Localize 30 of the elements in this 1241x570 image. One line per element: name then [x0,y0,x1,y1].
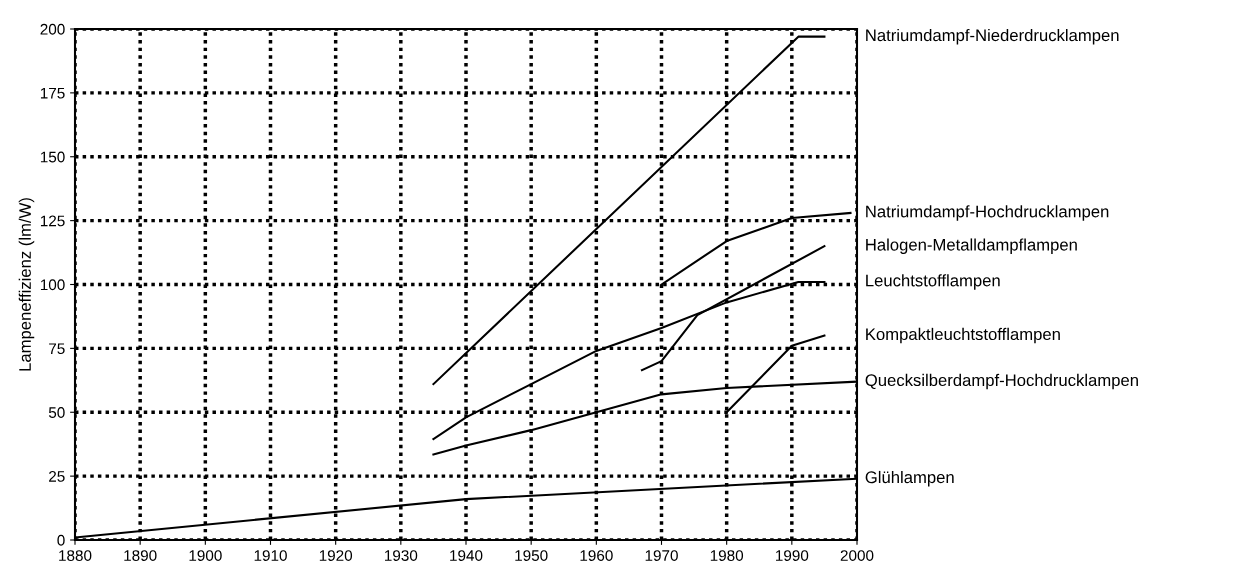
x-tick-label: 1890 [124,550,157,561]
y-tick-label: 75 [49,343,65,355]
x-tick-label: 1940 [450,550,483,561]
y-axis-title: Lampeneffizienz (lm/W) [18,198,35,371]
y-tick-label: 100 [40,279,65,291]
y-tick-label: 125 [40,215,65,227]
y-tick-label: 0 [57,534,65,546]
x-tick-label: 1900 [189,550,222,561]
text: Halogen-Metalldampflampen [866,238,1077,254]
x-tick-label: 1970 [645,550,678,561]
y-tick-label: 50 [48,407,65,418]
y-tick-label: 25 [49,470,65,482]
text: Natriumdampf-Niederdrucklampen [866,28,1119,45]
text: Kompaktleuchtstofflampen [866,327,1060,344]
x-tick-label: 1880 [59,550,92,561]
series-label: Natriumdampf-Hochdrucklampen [866,205,1109,221]
x-tick-label: 1950 [515,550,548,561]
x-tick-label: 1960 [580,550,613,561]
y-tick-label: 200 [40,23,65,35]
text: Leuchtstofflampen [866,274,1000,290]
series-label: Quecksilberdampf-Hochdrucklampen [865,373,1138,390]
x-tick-label: 2000 [840,550,874,561]
series-label: Glühlampen [865,470,954,487]
x-tick-label: 1930 [385,550,418,561]
x-tick-label: 1980 [710,550,744,561]
x-tick-label: 1990 [776,550,809,561]
y-tick-label: 150 [40,151,65,163]
y-tick-label: 175 [40,87,65,99]
x-tick-label: 1920 [319,550,353,561]
x-tick-label: 1910 [254,550,287,561]
